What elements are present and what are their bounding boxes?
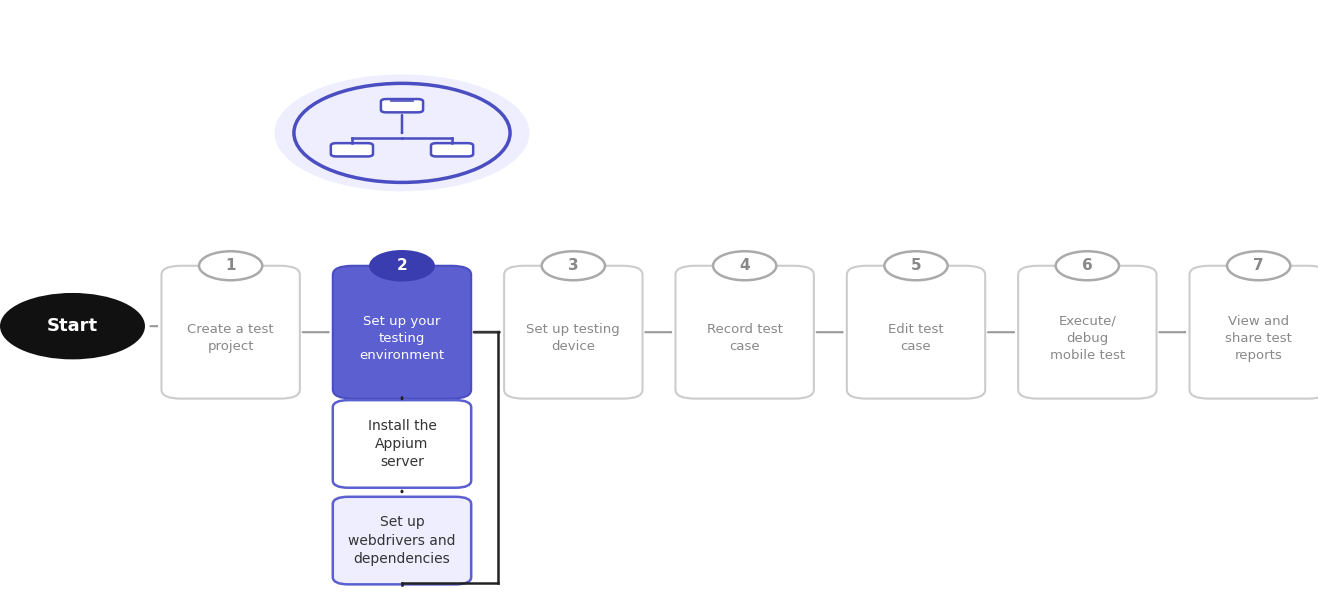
FancyBboxPatch shape	[846, 266, 985, 399]
Text: Record test
case: Record test case	[706, 323, 783, 353]
Text: Start: Start	[47, 317, 98, 335]
Text: 6: 6	[1082, 259, 1093, 273]
FancyBboxPatch shape	[332, 266, 472, 399]
Text: Set up
webdrivers and
dependencies: Set up webdrivers and dependencies	[348, 515, 456, 566]
Circle shape	[370, 251, 434, 280]
Text: Create a test
project: Create a test project	[187, 323, 274, 353]
FancyBboxPatch shape	[161, 266, 299, 399]
Text: View and
share test
reports: View and share test reports	[1226, 315, 1292, 362]
FancyBboxPatch shape	[431, 143, 473, 156]
Circle shape	[1227, 251, 1290, 280]
Text: 4: 4	[739, 259, 750, 273]
Circle shape	[713, 251, 776, 280]
Circle shape	[274, 74, 530, 191]
Circle shape	[199, 251, 262, 280]
Text: Set up your
testing
environment: Set up your testing environment	[360, 315, 444, 362]
FancyBboxPatch shape	[503, 266, 643, 399]
FancyBboxPatch shape	[331, 143, 373, 156]
FancyBboxPatch shape	[675, 266, 813, 399]
Text: Execute/
debug
mobile test: Execute/ debug mobile test	[1050, 315, 1124, 362]
Text: Install the
Appium
server: Install the Appium server	[368, 419, 436, 469]
Circle shape	[0, 293, 145, 359]
Text: 7: 7	[1253, 259, 1264, 273]
FancyBboxPatch shape	[381, 99, 423, 112]
FancyBboxPatch shape	[332, 496, 472, 585]
Circle shape	[1056, 251, 1119, 280]
Text: 5: 5	[911, 259, 921, 273]
FancyBboxPatch shape	[332, 400, 472, 488]
Text: 1: 1	[225, 259, 236, 273]
Circle shape	[542, 251, 605, 280]
Text: Edit test
case: Edit test case	[888, 323, 944, 353]
Circle shape	[884, 251, 948, 280]
Text: 3: 3	[568, 259, 579, 273]
FancyBboxPatch shape	[1189, 266, 1318, 399]
FancyBboxPatch shape	[1017, 266, 1157, 399]
Text: Set up testing
device: Set up testing device	[526, 323, 621, 353]
Text: 2: 2	[397, 259, 407, 273]
